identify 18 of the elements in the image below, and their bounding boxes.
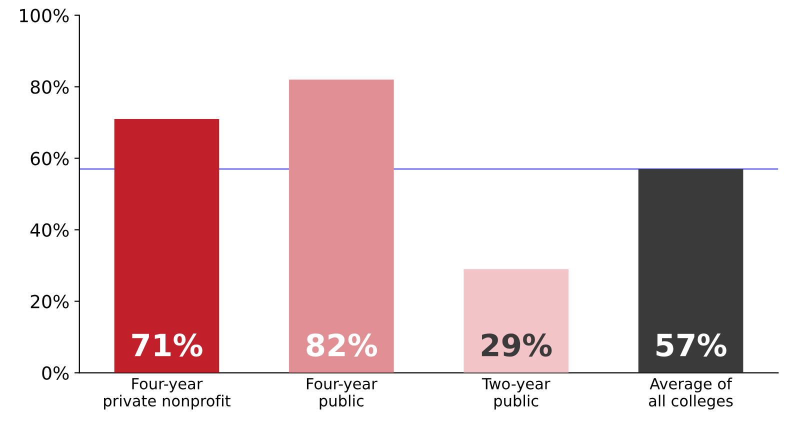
data-label: 29% (482, 334, 552, 357)
x-tick-label: Four-year public (306, 378, 378, 410)
y-tick-label: 20% (30, 294, 69, 308)
bar (114, 118, 220, 373)
bar (464, 269, 569, 373)
y-tick-label: 40% (30, 223, 69, 237)
data-label: 71% (132, 334, 202, 357)
y-tick-label: 60% (30, 152, 69, 166)
x-tick-label: Average of all colleges (648, 378, 733, 410)
y-tick-label: 0% (42, 366, 69, 380)
data-label: 82% (306, 334, 378, 357)
bar (289, 80, 394, 373)
y-tick-label: 100% (20, 8, 69, 22)
x-tick-label: Four-year private nonprofit (104, 378, 230, 410)
x-tick-label: Two-year public (482, 378, 550, 410)
bar (638, 168, 744, 373)
data-label: 57% (656, 334, 726, 357)
y-tick-label: 80% (30, 80, 69, 94)
